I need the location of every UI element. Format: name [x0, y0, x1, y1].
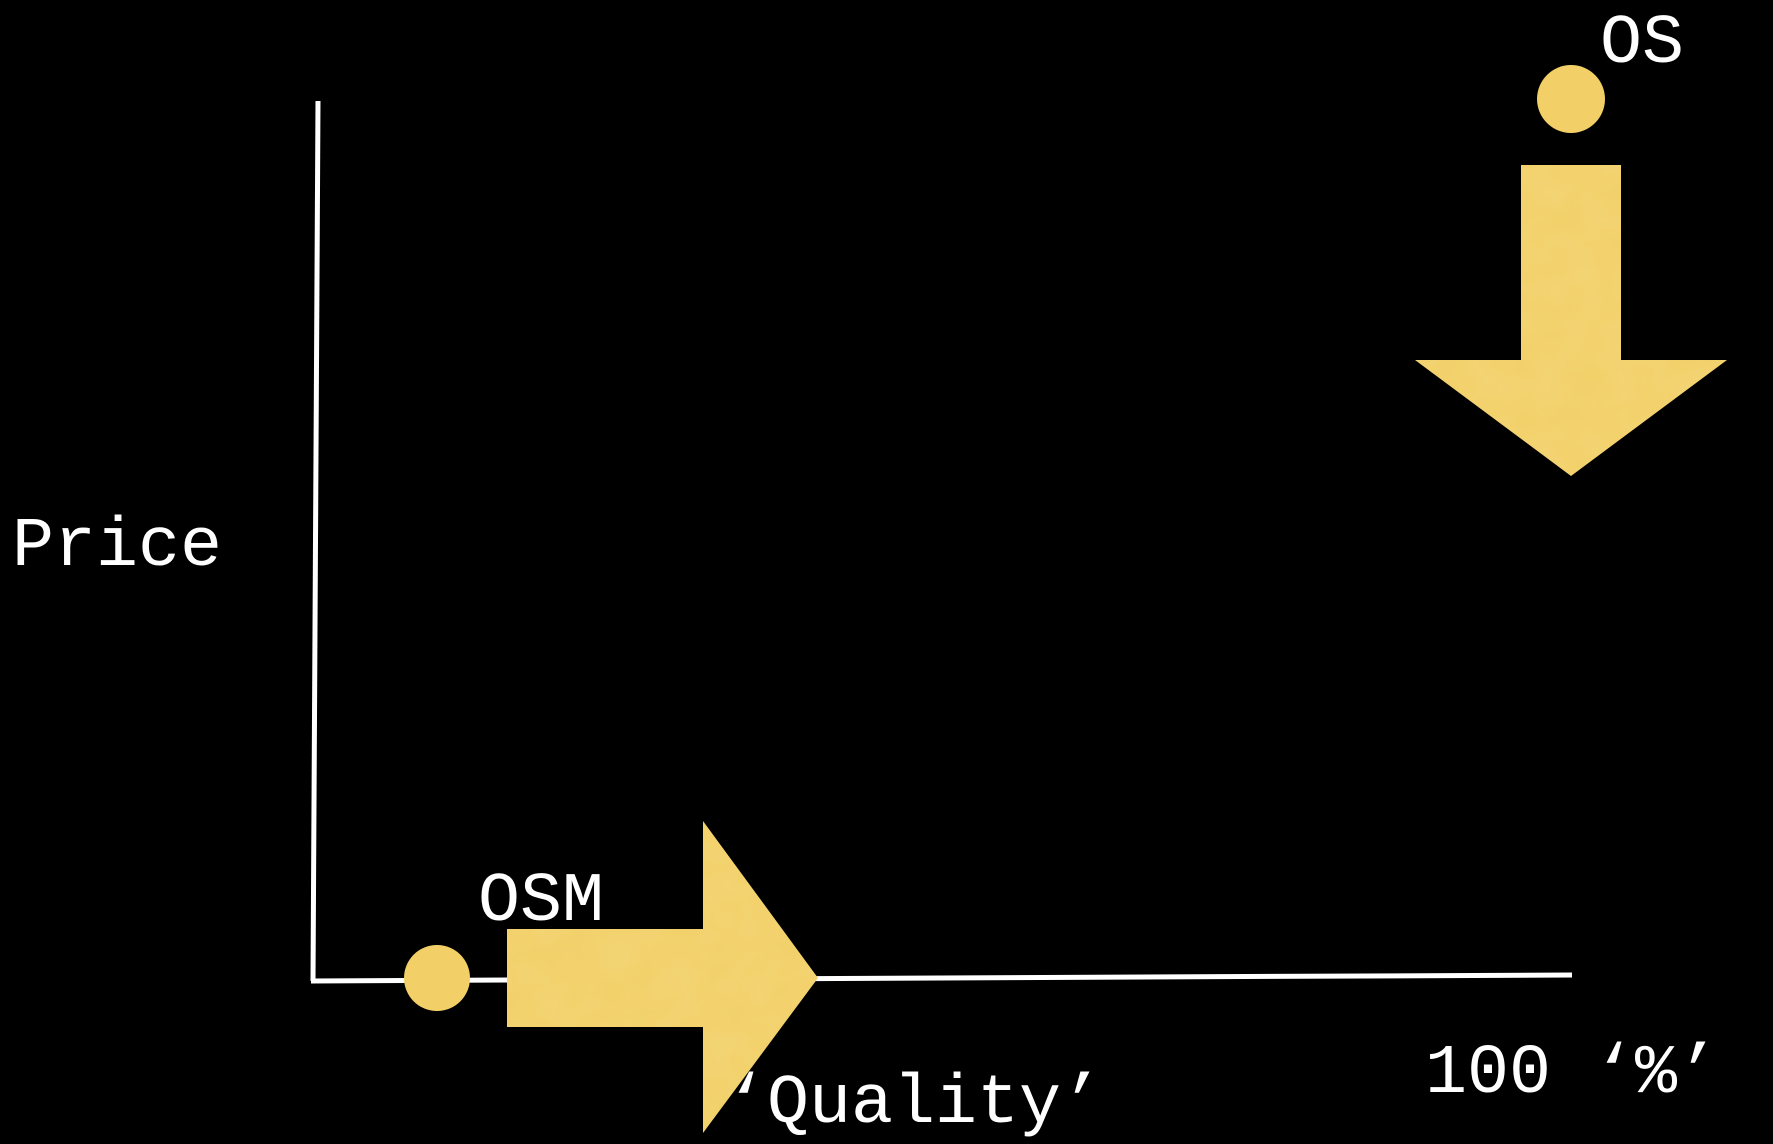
osm-point — [404, 945, 470, 1011]
right-arrow — [507, 821, 818, 1133]
y-axis-line — [310, 100, 321, 982]
os-point — [1537, 65, 1605, 133]
x-axis-line — [310, 972, 1573, 984]
x-axis-label: ‘Quality’ — [725, 1065, 1103, 1144]
x-axis-end-label: 100 ‘%’ — [1425, 1035, 1719, 1114]
y-axis-label: Price — [12, 508, 222, 587]
os-label: OS — [1600, 5, 1684, 84]
down-arrow — [1415, 165, 1727, 476]
osm-label: OSM — [478, 863, 604, 942]
